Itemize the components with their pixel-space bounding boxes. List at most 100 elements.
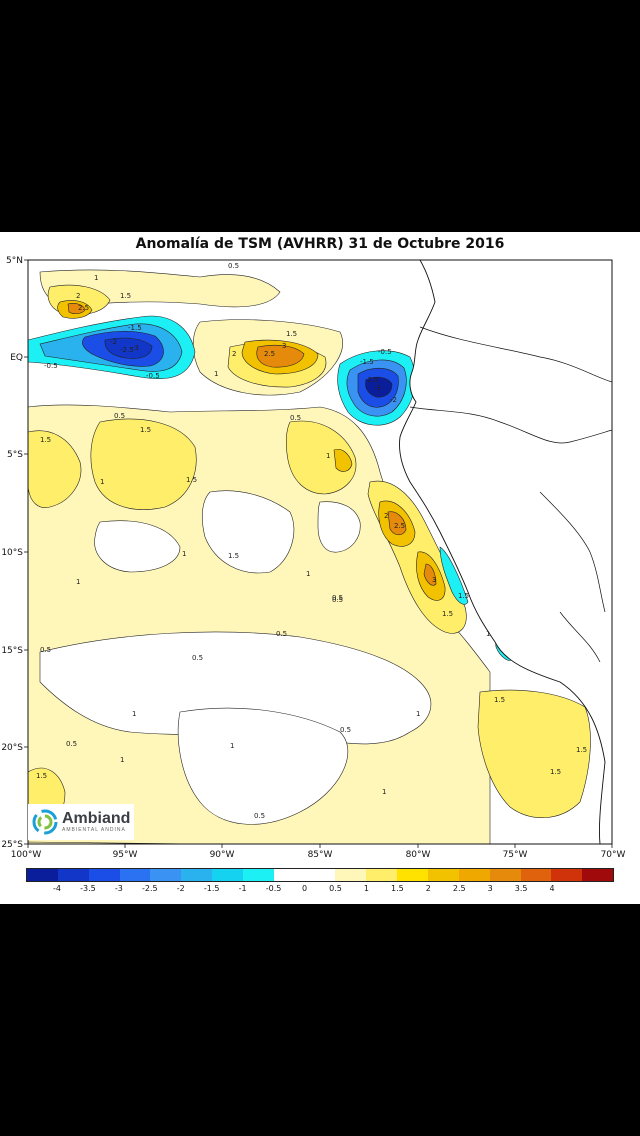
colorbar-segment xyxy=(489,869,521,881)
colorbar-segment xyxy=(397,869,428,881)
colorbar-segment xyxy=(27,869,58,881)
contour-label: -3 xyxy=(374,384,381,392)
contour-label: -3 xyxy=(132,344,139,352)
x-tick-label: 75°W xyxy=(503,850,528,860)
contour-label: 2.5 xyxy=(394,522,405,530)
colorbar-segment xyxy=(273,869,305,881)
colorbar-tick-labels: -4 -3.5 -3 -2.5 -2 -1.5 -1 -0.5 0 0.5 1 1.5 2 2.5 3 3.5… xyxy=(26,884,614,896)
contour-label: 2.5 xyxy=(78,304,89,312)
contour-label: 1.5 xyxy=(576,746,587,754)
colorbar-tick-label: 2 xyxy=(425,884,431,893)
contour-label: 0.5 xyxy=(340,726,351,734)
contour-labels: -0.5 -1.5 -2 -2.5 -3 -0.5 -1.5 -2.5 -3 -… xyxy=(36,262,587,820)
contour-label: 2.5 xyxy=(264,350,275,358)
contour-label: 0.5 xyxy=(66,740,77,748)
contour-label: -0.5 xyxy=(378,348,392,356)
contour-label: 2 xyxy=(232,350,236,358)
x-tick-label: 90°W xyxy=(210,850,235,860)
contour-label: -0.5 xyxy=(146,372,160,380)
cold-anomaly-west xyxy=(28,315,196,380)
contour-label: 0.5 xyxy=(228,262,239,270)
colorbar-tick-label: 3 xyxy=(487,884,493,893)
contour-label: 1 xyxy=(486,630,490,638)
contour-label: 1 xyxy=(416,710,420,718)
colorbar-segment xyxy=(304,869,336,881)
map-title: Anomalía de TSM (AVHRR) 31 de Octubre 20… xyxy=(135,236,505,252)
x-tick-label: 100°W xyxy=(11,850,42,860)
contour-label: 1 xyxy=(182,550,186,558)
contour-label: 1.5 xyxy=(494,696,505,704)
contour-label: -1.5 xyxy=(128,324,142,332)
x-axis-labels: 100°W 95°W 90°W 85°W 80°W 75°W 70°W xyxy=(11,850,626,860)
contour-label: 1.5 xyxy=(228,552,239,560)
x-tick-label: 80°W xyxy=(406,850,431,860)
contour-label: -2.5 xyxy=(120,346,134,354)
contour-label: 1 xyxy=(306,570,310,578)
x-tick-label: 95°W xyxy=(113,850,138,860)
contour-label: 0.5 xyxy=(290,414,301,422)
contour-label: 1 xyxy=(76,578,80,586)
colorbar-segment xyxy=(181,869,213,881)
colorbar-segment xyxy=(582,869,614,881)
contour-label: 1.5 xyxy=(186,476,197,484)
contour-label: -0.5 xyxy=(44,362,58,370)
contour-label: 3 xyxy=(432,576,436,584)
colorbar-tick-label: 1.5 xyxy=(390,884,404,893)
contour-label: -1.5 xyxy=(360,358,374,366)
colorbar-segment xyxy=(366,869,398,881)
colorbar-tick-label: 3.5 xyxy=(514,884,528,893)
contour-label: 0.5 xyxy=(114,412,125,420)
colorbar-tick-label: -2 xyxy=(176,884,185,893)
colorbar-tick-label: -1 xyxy=(238,884,247,893)
contour-label: 1 xyxy=(100,478,104,486)
sst-anomaly-map: -0.5 -1.5 -2 -2.5 -3 -0.5 -1.5 -2.5 -3 -… xyxy=(1,256,626,860)
contour-label: 0.5 xyxy=(276,630,287,638)
colorbar-segment xyxy=(458,869,490,881)
y-axis-labels: 5°N EQ 5°S 10°S 15°S 20°S 25°S xyxy=(1,256,23,850)
colorbar-tick-label: 0.5 xyxy=(329,884,342,893)
logo-name: Ambiand xyxy=(62,810,131,827)
axis-ticks xyxy=(24,259,613,848)
contour-label: 2 xyxy=(76,292,80,300)
neutral-patches xyxy=(39,490,432,825)
colorbar-tick-label: 2.5 xyxy=(452,884,466,893)
colorbar-tick-label: -0.5 xyxy=(265,884,282,893)
contour-label: 1.5 xyxy=(458,592,469,600)
contour-label: 1.5 xyxy=(36,772,47,780)
contour-label: -2 xyxy=(110,338,117,346)
contour-label: 1 xyxy=(382,788,386,796)
contour-label: 2 xyxy=(384,512,388,520)
logo-subtitle: AMBIENTAL ANDINA xyxy=(62,827,126,833)
x-tick-label: 70°W xyxy=(601,850,626,860)
colorbar-segment xyxy=(551,869,583,881)
country-borders xyxy=(409,326,612,663)
y-tick-label: 15°S xyxy=(1,646,23,656)
contour-label: 1 xyxy=(214,370,218,378)
colorbar-tick-label: -3 xyxy=(114,884,123,893)
contour-label: 1 xyxy=(120,756,124,764)
colorbar-tick-label: -3.5 xyxy=(80,884,96,893)
colorbar-segment xyxy=(150,869,182,881)
colorbar-segment xyxy=(427,869,459,881)
contour-label: 0.5 xyxy=(192,654,203,662)
y-tick-label: EQ xyxy=(10,353,23,363)
colorbar-segment xyxy=(335,869,367,881)
warm-anomaly-core xyxy=(67,303,437,586)
figure: Anomalía de TSM (AVHRR) 31 de Octubre 20… xyxy=(0,232,640,904)
colorbar-segment xyxy=(520,869,552,881)
colorbar-segment xyxy=(119,869,151,881)
contour-label: 1 xyxy=(94,274,98,282)
y-tick-label: 25°S xyxy=(1,840,23,850)
contour-label: 1.5 xyxy=(120,292,131,300)
ambiand-logo-icon xyxy=(32,809,58,835)
contour-label: 0.5 xyxy=(332,596,343,604)
y-tick-label: 10°S xyxy=(1,548,23,558)
colorbar-segment xyxy=(88,869,120,881)
y-tick-label: 5°N xyxy=(6,256,23,266)
colorbar-tick-label: 0 xyxy=(301,884,308,893)
land-south-america xyxy=(399,260,612,844)
colorbar-tick-label: 1 xyxy=(363,884,369,893)
y-tick-label: 5°S xyxy=(7,450,23,460)
colorbar-segment xyxy=(242,869,274,881)
x-tick-label: 85°W xyxy=(308,850,333,860)
